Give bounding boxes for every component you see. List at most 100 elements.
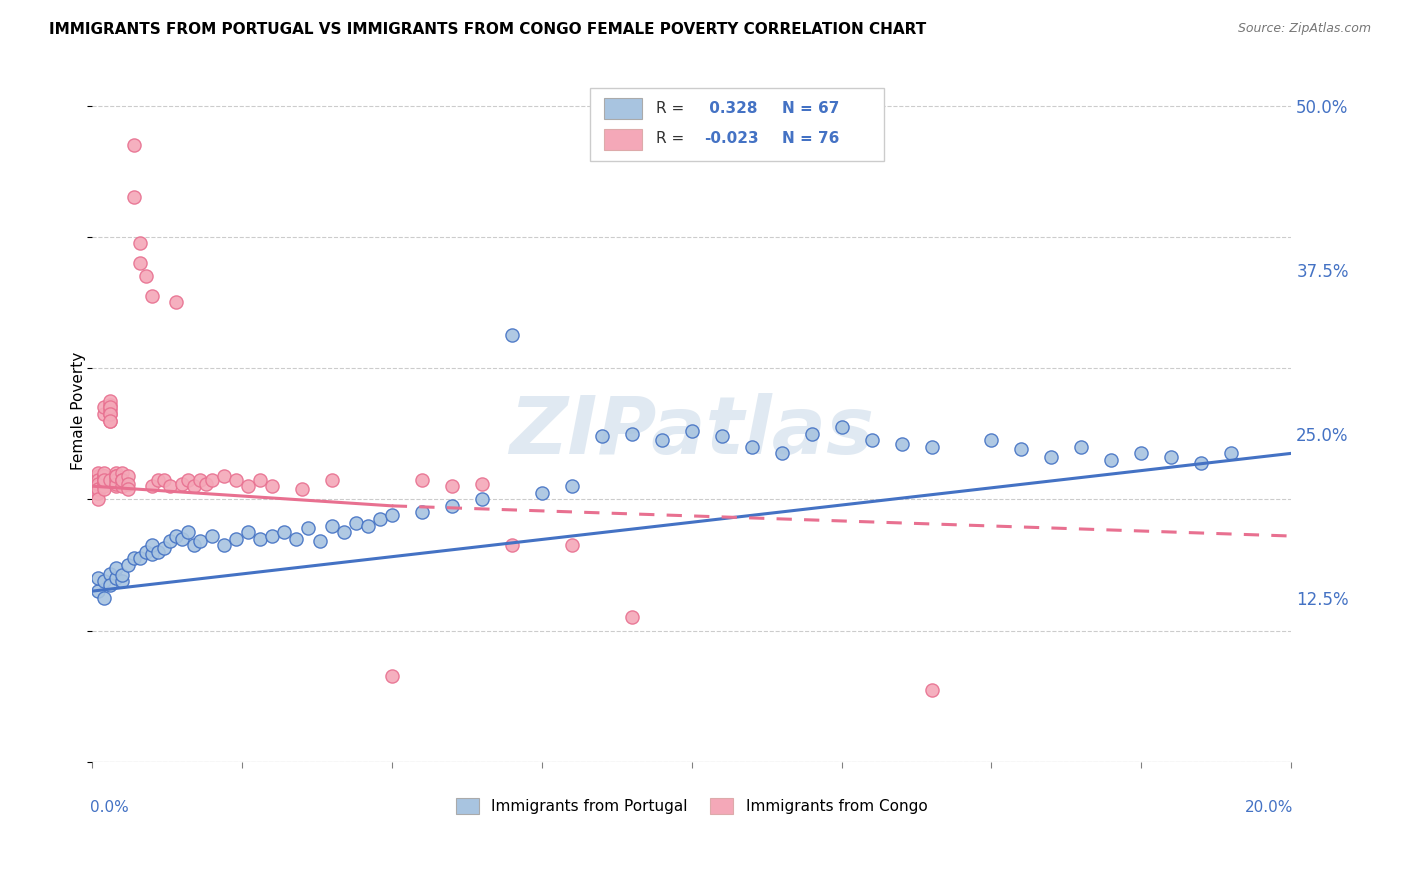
Point bbox=[104, 473, 127, 487]
Point bbox=[117, 558, 139, 572]
Point bbox=[980, 434, 1002, 448]
Point bbox=[561, 479, 583, 493]
Point bbox=[1220, 446, 1243, 460]
Point bbox=[117, 468, 139, 483]
Point bbox=[770, 446, 793, 460]
Point bbox=[1130, 446, 1153, 460]
Point bbox=[620, 426, 643, 441]
Point bbox=[249, 532, 271, 546]
Point bbox=[93, 468, 115, 483]
Point bbox=[561, 538, 583, 552]
Point bbox=[98, 407, 121, 421]
Point bbox=[141, 548, 163, 562]
Point bbox=[93, 479, 115, 493]
Point bbox=[921, 440, 943, 454]
Point bbox=[141, 538, 163, 552]
Text: R =: R = bbox=[655, 131, 689, 146]
Point bbox=[87, 485, 110, 500]
Point bbox=[249, 473, 271, 487]
Text: 0.328: 0.328 bbox=[703, 101, 756, 116]
Point bbox=[87, 473, 110, 487]
Point bbox=[159, 479, 181, 493]
Point bbox=[104, 466, 127, 480]
Point bbox=[87, 479, 110, 493]
Point bbox=[111, 568, 134, 582]
Point bbox=[1040, 450, 1063, 465]
Point bbox=[98, 398, 121, 412]
Point bbox=[440, 499, 463, 513]
Point bbox=[146, 545, 169, 559]
Point bbox=[104, 468, 127, 483]
Point bbox=[87, 571, 110, 585]
Point bbox=[236, 525, 259, 540]
Point bbox=[98, 403, 121, 417]
Point bbox=[117, 482, 139, 496]
Point bbox=[98, 473, 121, 487]
Point bbox=[87, 473, 110, 487]
Point bbox=[135, 545, 157, 559]
Point bbox=[1099, 453, 1122, 467]
Text: -0.023: -0.023 bbox=[703, 131, 758, 146]
Point bbox=[183, 538, 205, 552]
Point bbox=[98, 401, 121, 415]
Point bbox=[141, 289, 163, 303]
Point bbox=[860, 434, 883, 448]
Point bbox=[153, 473, 176, 487]
Point bbox=[620, 610, 643, 624]
Point bbox=[170, 532, 193, 546]
Point bbox=[321, 473, 343, 487]
Point bbox=[104, 476, 127, 491]
Point bbox=[591, 429, 613, 443]
Point bbox=[188, 534, 211, 549]
Point bbox=[104, 560, 127, 574]
Point bbox=[236, 479, 259, 493]
Bar bbox=[605, 98, 643, 120]
Point bbox=[98, 407, 121, 421]
Point bbox=[111, 473, 134, 487]
Point bbox=[159, 534, 181, 549]
Point bbox=[741, 440, 763, 454]
Point bbox=[146, 473, 169, 487]
Point bbox=[177, 473, 200, 487]
Point bbox=[129, 236, 152, 251]
Point bbox=[98, 413, 121, 427]
Point bbox=[212, 468, 235, 483]
Point bbox=[188, 473, 211, 487]
Point bbox=[93, 407, 115, 421]
Point bbox=[1011, 442, 1033, 457]
Text: ZIPatlas: ZIPatlas bbox=[509, 392, 875, 471]
Point bbox=[890, 437, 912, 451]
Point bbox=[710, 429, 733, 443]
Point bbox=[93, 473, 115, 487]
Point bbox=[201, 473, 224, 487]
Point bbox=[122, 137, 145, 152]
Point bbox=[1160, 450, 1182, 465]
Point bbox=[111, 574, 134, 588]
Point bbox=[93, 476, 115, 491]
Point bbox=[129, 551, 152, 566]
Point bbox=[225, 532, 247, 546]
Point bbox=[104, 571, 127, 585]
Point bbox=[170, 476, 193, 491]
Point bbox=[297, 521, 319, 535]
Point bbox=[440, 479, 463, 493]
Point bbox=[212, 538, 235, 552]
Point bbox=[111, 466, 134, 480]
Point bbox=[117, 476, 139, 491]
Point bbox=[135, 269, 157, 284]
Text: IMMIGRANTS FROM PORTUGAL VS IMMIGRANTS FROM CONGO FEMALE POVERTY CORRELATION CHA: IMMIGRANTS FROM PORTUGAL VS IMMIGRANTS F… bbox=[49, 22, 927, 37]
Point bbox=[651, 434, 673, 448]
Text: Source: ZipAtlas.com: Source: ZipAtlas.com bbox=[1237, 22, 1371, 36]
Point bbox=[471, 476, 494, 491]
Point bbox=[381, 669, 404, 683]
Point bbox=[831, 420, 853, 434]
FancyBboxPatch shape bbox=[589, 87, 883, 161]
Point bbox=[501, 328, 523, 343]
Point bbox=[93, 473, 115, 487]
Point bbox=[273, 525, 295, 540]
Point bbox=[87, 492, 110, 507]
Point bbox=[104, 479, 127, 493]
Point bbox=[381, 508, 404, 522]
Point bbox=[93, 473, 115, 487]
Point bbox=[104, 468, 127, 483]
